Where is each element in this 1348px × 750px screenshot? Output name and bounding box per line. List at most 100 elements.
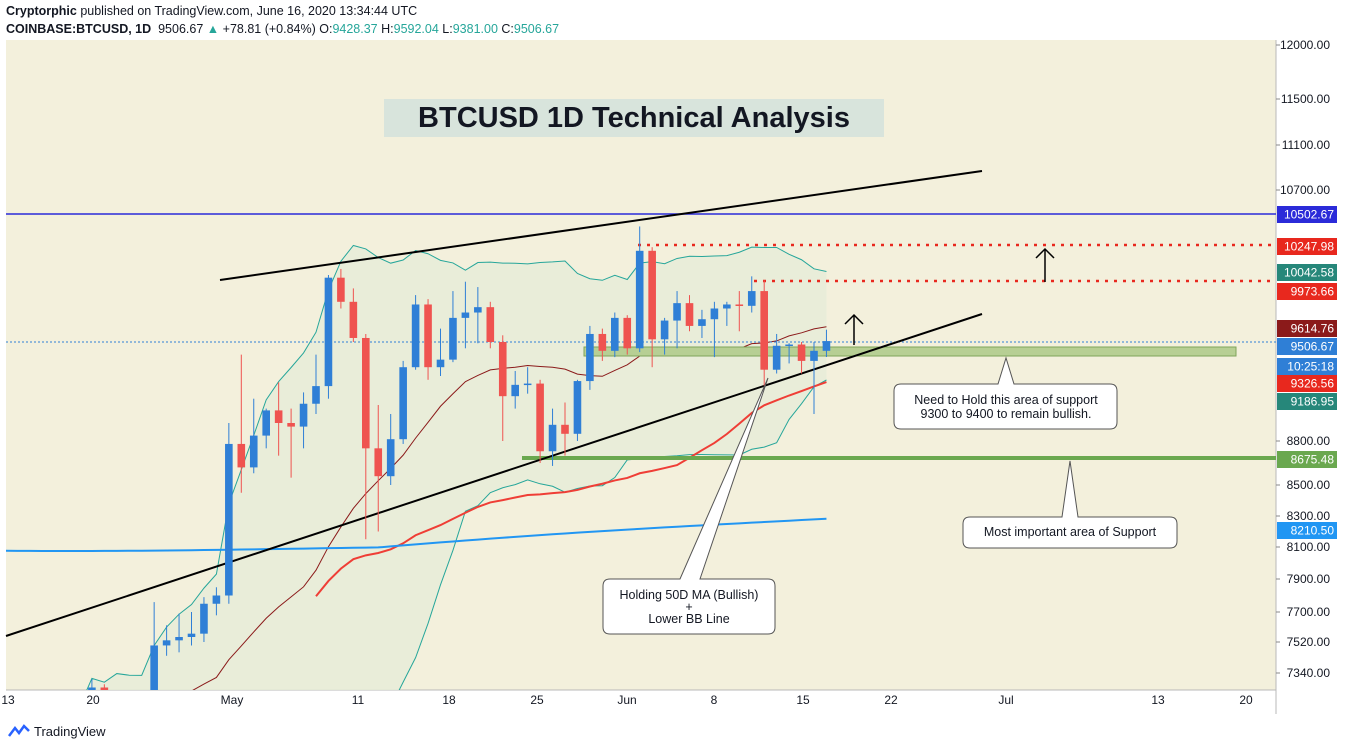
candle-body[interactable] — [735, 304, 744, 306]
candle-body[interactable] — [200, 603, 208, 634]
candle-body[interactable] — [772, 345, 781, 370]
candle-body[interactable] — [449, 317, 457, 360]
tradingview-brand[interactable]: TradingView — [34, 724, 106, 739]
ma200-line — [6, 517, 827, 553]
candle-body[interactable] — [635, 250, 644, 349]
price-label: 10502.67 — [1277, 206, 1337, 223]
callout-text-line: Holding 50D MA (Bullish) — [620, 588, 759, 602]
price-label-text: 9973.66 — [1291, 285, 1335, 299]
price-label-text: 10247.98 — [1284, 240, 1334, 254]
candle-body[interactable] — [698, 319, 706, 326]
candle-body[interactable] — [611, 317, 619, 351]
symbol-label[interactable]: COINBASE:BTCUSD, 1D — [6, 22, 152, 36]
candle-body[interactable] — [274, 410, 283, 423]
price-change: +78.81 (+0.84%) — [222, 22, 316, 36]
candle-body[interactable] — [536, 383, 544, 452]
candle-body[interactable] — [374, 448, 383, 477]
candle-body[interactable] — [175, 637, 183, 641]
price-label-bg — [1277, 264, 1337, 281]
candle-body[interactable] — [797, 344, 806, 361]
candle-body[interactable] — [523, 383, 532, 386]
candle-body[interactable] — [237, 443, 246, 468]
author-name[interactable]: Cryptorphic — [6, 4, 77, 18]
price-label-text: 9506.67 — [1291, 340, 1335, 354]
x-tick-label: 13 — [1151, 693, 1165, 707]
candle-body[interactable] — [324, 277, 333, 387]
candle-body[interactable] — [212, 595, 221, 604]
candle-body[interactable] — [262, 410, 270, 436]
candle-body[interactable] — [249, 435, 258, 468]
x-tick-label: 22 — [884, 693, 898, 707]
candle-body[interactable] — [710, 308, 719, 320]
candle-body[interactable] — [810, 350, 818, 361]
candle-body[interactable] — [511, 384, 519, 397]
x-tick-label: 20 — [86, 693, 100, 707]
up-triangle-icon: ▲ — [206, 22, 220, 36]
price-label-text: 8675.48 — [1291, 453, 1335, 467]
candle-body[interactable] — [573, 381, 582, 434]
candle-body[interactable] — [362, 337, 370, 449]
candle-body[interactable] — [162, 640, 171, 646]
candle-body[interactable] — [673, 303, 681, 321]
candle-body[interactable] — [287, 423, 295, 427]
candle-body[interactable] — [386, 439, 395, 477]
price-label-bg — [1277, 283, 1337, 300]
candle-body[interactable] — [474, 307, 482, 313]
price-label-bg — [1277, 338, 1337, 355]
candle-body[interactable] — [561, 424, 569, 434]
candle-body[interactable] — [349, 301, 358, 338]
price-label-bg — [1277, 375, 1337, 392]
candle-body[interactable] — [785, 344, 793, 347]
candle-body[interactable] — [498, 342, 507, 397]
y-tick-label: 8100.00 — [1287, 540, 1331, 554]
candle-body[interactable] — [337, 277, 345, 302]
candle-body[interactable] — [623, 317, 632, 349]
low-value: 9381.00 — [452, 22, 498, 36]
candle-body[interactable] — [100, 687, 109, 707]
candle-body[interactable] — [436, 359, 445, 368]
candle-body[interactable] — [723, 304, 731, 309]
price-label: 9506.67 — [1277, 338, 1337, 355]
candle-body[interactable] — [685, 303, 694, 326]
close-label: C: — [501, 22, 514, 36]
candlesticks — [88, 226, 831, 722]
candle-body[interactable] — [299, 403, 308, 427]
candle-body[interactable] — [586, 333, 594, 382]
open-value: 9428.37 — [332, 22, 378, 36]
up-arrow-icon — [844, 313, 864, 345]
x-tick-label: 11 — [352, 693, 365, 707]
time-axis — [6, 690, 1276, 714]
candle-body[interactable] — [760, 291, 768, 370]
title-background — [384, 99, 884, 137]
candle-body[interactable] — [88, 687, 96, 722]
candle-body[interactable] — [747, 291, 756, 306]
candle-body[interactable] — [598, 333, 607, 351]
candle-body[interactable] — [187, 633, 196, 637]
x-tick-label: 8 — [711, 693, 718, 707]
bb-lower-line — [398, 379, 827, 690]
x-tick-label: May — [221, 693, 244, 707]
price-label: 9186.95 — [1277, 393, 1337, 410]
chart-title: BTCUSD 1D Technical Analysis — [418, 102, 850, 134]
candle-body[interactable] — [548, 424, 557, 452]
candle-body[interactable] — [486, 307, 495, 342]
candle-body[interactable] — [822, 341, 831, 351]
publish-text: published on TradingView.com, June 16, 2… — [80, 4, 418, 18]
candle-body[interactable] — [150, 645, 158, 706]
tradingview-logo-icon[interactable] — [8, 722, 30, 740]
low-label: L: — [442, 22, 453, 36]
candle-body[interactable] — [312, 386, 320, 404]
candle-body[interactable] — [424, 304, 432, 368]
price-label-text: 9186.95 — [1291, 395, 1335, 409]
callout-text-line: Most important area of Support — [984, 525, 1157, 539]
candle-body[interactable] — [411, 304, 420, 368]
candle-body[interactable] — [399, 367, 407, 440]
candle-body[interactable] — [225, 443, 233, 596]
candle-body[interactable] — [461, 312, 470, 318]
candle-body[interactable] — [648, 250, 656, 340]
price-label-text: 10:25:18 — [1287, 360, 1334, 374]
callout-text-line: Lower BB Line — [648, 612, 729, 626]
callout-text-line: + — [685, 600, 692, 614]
candle-body[interactable] — [660, 320, 669, 340]
